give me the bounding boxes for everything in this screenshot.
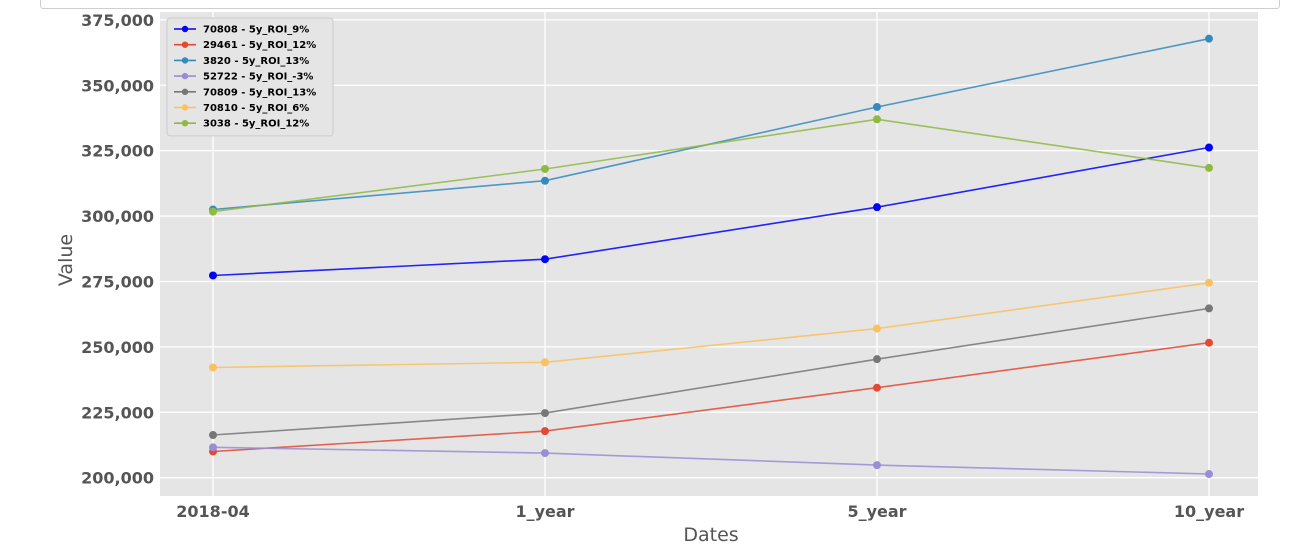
data-point: [209, 431, 217, 440]
y-tick-label: 200,000: [81, 469, 154, 488]
data-point: [873, 102, 881, 111]
y-tick-label: 225,000: [81, 403, 154, 422]
legend-label: 70810 - 5y_ROI_6%: [203, 103, 309, 114]
legend-marker: [181, 72, 189, 80]
y-tick-label: 300,000: [81, 207, 154, 226]
data-point: [1205, 338, 1213, 347]
data-point: [209, 207, 217, 216]
legend-label: 3820 - 5y_ROI_13%: [203, 56, 309, 67]
series-line: [212, 341, 1210, 453]
data-point: [873, 324, 881, 333]
legend-label: 3038 - 5y_ROI_12%: [203, 119, 309, 130]
legend-marker: [181, 41, 189, 48]
data-point: [541, 164, 549, 173]
series-group: [209, 278, 1213, 372]
series-group: [209, 443, 1213, 479]
legend-marker: [181, 88, 189, 96]
data-point: [209, 363, 217, 372]
x-axis-label: Dates: [683, 524, 738, 546]
plot-area: [160, 12, 1258, 496]
legend-marker: [181, 120, 189, 127]
series-line: [212, 118, 1210, 213]
data-point: [209, 271, 217, 280]
legend-marker: [181, 25, 189, 33]
data-point: [1205, 304, 1213, 313]
data-point: [873, 383, 881, 392]
x-tick-label: 5_year: [847, 502, 906, 521]
data-point: [541, 449, 549, 458]
legend: 70808 - 5y_ROI_9% 29461 - 5y_ROI_12% 3820 …: [166, 17, 334, 137]
data-point: [209, 443, 217, 452]
notebook-output-frame: [40, 0, 1280, 9]
data-point: [873, 203, 881, 212]
series-group: [209, 304, 1213, 440]
data-point: [541, 255, 549, 264]
data-point: [873, 355, 881, 364]
legend-label: 70809 - 5y_ROI_13%: [203, 87, 316, 98]
data-point: [541, 358, 549, 367]
data-point: [541, 176, 549, 185]
x-tick-label: 2018-04: [176, 502, 249, 521]
y-tick-label: 375,000: [81, 11, 154, 30]
data-point: [1205, 278, 1213, 287]
y-axis-ticks: 200,000 225,000 250,000 275,000 300,000 325,0…: [81, 11, 154, 488]
data-point: [1205, 470, 1213, 479]
series-line: [212, 446, 1210, 475]
data-point: [541, 409, 549, 418]
y-axis-label: Value: [55, 234, 77, 286]
legend-label: 52722 - 5y_ROI_-3%: [203, 72, 313, 83]
legend-label: 29461 - 5y_ROI_12%: [203, 40, 316, 51]
y-tick-label: 325,000: [81, 142, 154, 161]
data-point: [541, 427, 549, 436]
legend-label: 70808 - 5y_ROI_9%: [203, 25, 309, 36]
series-group: [209, 115, 1213, 216]
series-line: [212, 282, 1210, 369]
legend-marker: [181, 57, 189, 64]
y-tick-label: 275,000: [81, 272, 154, 291]
legend-box: [166, 17, 334, 137]
y-tick-label: 350,000: [81, 76, 154, 95]
data-point: [873, 115, 881, 124]
x-axis-ticks: 2018-04 1_year 5_year 10_year: [176, 502, 1244, 521]
data-point: [1205, 34, 1213, 43]
series-line: [212, 307, 1210, 436]
legend-marker: [181, 104, 189, 111]
data-point: [1205, 163, 1213, 172]
x-tick-label: 1_year: [515, 502, 574, 521]
series-line: [212, 146, 1210, 277]
series-group: [209, 143, 1213, 280]
data-point: [1205, 143, 1213, 152]
series-layer: [209, 34, 1213, 479]
y-tick-label: 250,000: [81, 338, 154, 357]
x-tick-label: 10_year: [1174, 502, 1244, 521]
data-point: [873, 461, 881, 470]
series-group: [209, 338, 1213, 456]
